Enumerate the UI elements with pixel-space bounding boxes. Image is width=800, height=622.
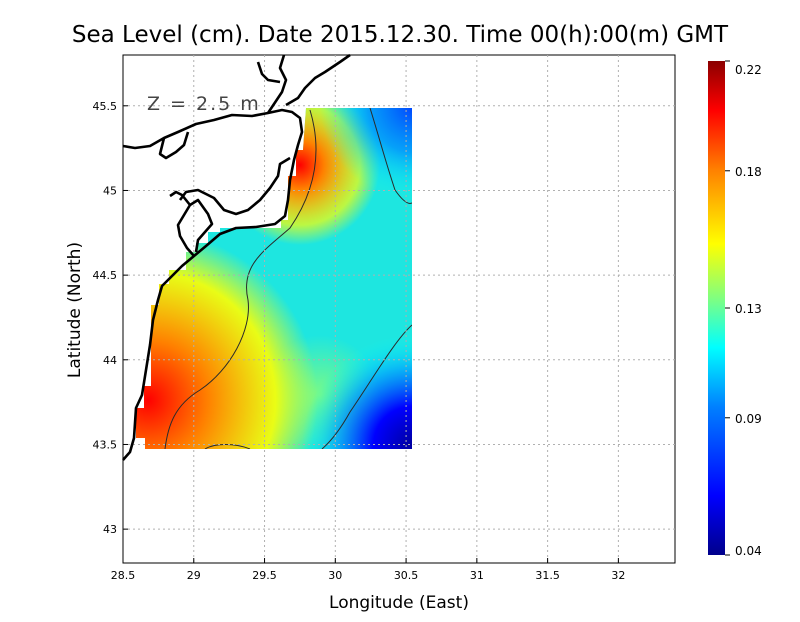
colorbar-tick-labels: 0.22 0.18 0.13 0.09 0.04 <box>725 60 762 558</box>
y-tick-label: 43 <box>103 523 117 536</box>
x-tick-label: 30.5 <box>394 569 419 582</box>
x-tick-label: 29 <box>187 569 201 582</box>
colorbar-tick-label: 0.18 <box>735 165 762 179</box>
y-tick-label: 43.5 <box>93 438 118 451</box>
depth-annotation: Z = 2.5 m <box>147 93 261 115</box>
contour-line <box>321 324 412 449</box>
x-tick-labels: 28.5 29 29.5 30 30.5 31 31.5 32 <box>111 569 626 582</box>
x-tick-label: 31 <box>470 569 484 582</box>
contour-line <box>164 109 317 449</box>
colorbar-tick-label: 0.04 <box>735 544 762 558</box>
y-tick-label: 44.5 <box>93 269 118 282</box>
colorbar-tick-label: 0.13 <box>735 302 762 316</box>
colorbar-tick-label: 0.22 <box>735 63 762 77</box>
x-tick-label: 31.5 <box>535 569 560 582</box>
colorbar-tick-label: 0.09 <box>735 412 762 426</box>
chart-title: Sea Level (cm). Date 2015.12.30. Time 00… <box>72 22 729 48</box>
contour-line <box>369 108 412 204</box>
x-tick-label: 28.5 <box>111 569 136 582</box>
y-axis-label: Latitude (North) <box>65 242 85 378</box>
x-tick-label: 29.5 <box>252 569 277 582</box>
y-tick-label: 45.5 <box>93 100 118 113</box>
coastline <box>122 53 351 461</box>
contour-line <box>204 444 251 449</box>
colorbar <box>708 61 725 555</box>
x-tick-label: 30 <box>328 569 342 582</box>
x-tick-label: 32 <box>611 569 625 582</box>
y-tick-labels: 43 43.5 44 44.5 45 45.5 <box>93 100 118 536</box>
y-tick-label: 45 <box>103 184 117 197</box>
y-tick-label: 44 <box>103 354 117 367</box>
grid <box>122 55 675 563</box>
x-axis-label: Longitude (East) <box>329 593 469 613</box>
